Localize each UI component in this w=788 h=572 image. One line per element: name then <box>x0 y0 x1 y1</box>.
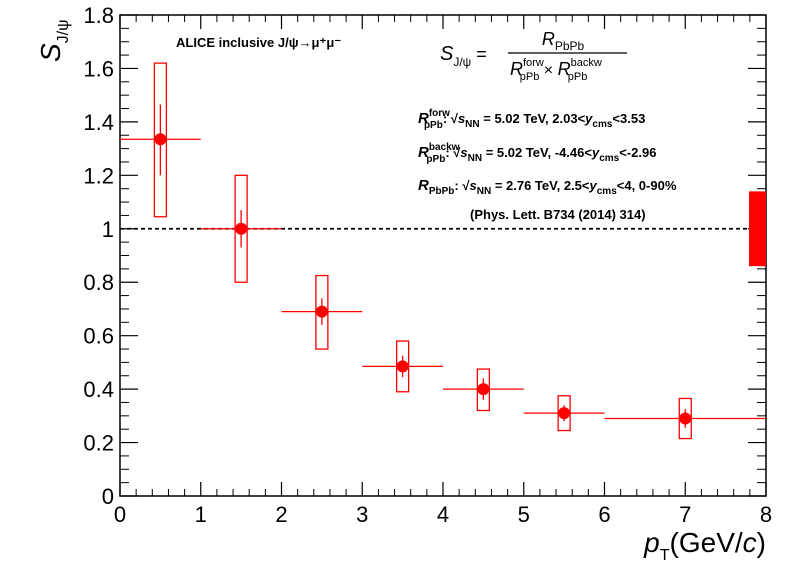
data-point <box>315 305 328 318</box>
y-tick-label: 0.4 <box>83 377 114 402</box>
x-axis-label: pT(GeV/c) <box>643 527 766 564</box>
syst-box <box>476 368 491 412</box>
svg-text:SJ/ψ =: SJ/ψ = <box>440 43 487 69</box>
x-tick-label: 3 <box>356 502 368 527</box>
data-point <box>235 222 248 235</box>
syst-box <box>153 62 168 218</box>
plot-frame <box>119 14 767 497</box>
x-tick-label: 8 <box>760 502 772 527</box>
y-tick-label: 1.8 <box>83 3 114 28</box>
y-tick-label: 1.6 <box>83 56 114 81</box>
data-layer <box>120 62 766 440</box>
data-point <box>558 407 571 420</box>
reference-text: (Phys. Lett. B734 (2014) 314) <box>470 207 646 222</box>
global-uncertainty-box <box>749 191 766 267</box>
y-tick-label: 1 <box>102 217 114 242</box>
y-tick-label: 0 <box>102 484 114 509</box>
x-tick-label: 0 <box>114 502 126 527</box>
data-point <box>679 412 692 425</box>
axes: 0 1 2 3 4 5 6 7 8 0 0.2 0.4 0.6 0.8 1 1.2 1.4 1.6 1.8 <box>83 3 772 527</box>
data-point <box>477 383 490 396</box>
svg-text:RPbPb: RPbPb <box>542 29 585 53</box>
data-point <box>154 133 167 146</box>
syst-box <box>315 274 329 350</box>
y-tick-label: 0.2 <box>83 431 114 456</box>
x-tick-label: 6 <box>598 502 610 527</box>
y-axis-label: SJ/ψ <box>35 19 72 62</box>
ratio-formula: SJ/ψ = RPbPb Rforw pPb × Rbackw pPb <box>440 29 627 83</box>
experiment-title: ALICE inclusive J/ψ→μ⁺μ⁻ <box>176 35 341 50</box>
x-tick-label: 2 <box>275 502 287 527</box>
x-tick-label: 5 <box>518 502 530 527</box>
svg-text:RPbPb: √sNN = 2.76 TeV, 2.5<yc: RPbPb: √sNN = 2.76 TeV, 2.5<ycms<4, 0-90… <box>418 177 677 197</box>
x-tick-label: 1 <box>195 502 207 527</box>
y-tick-label: 0.6 <box>83 324 114 349</box>
y-tick-label: 1.4 <box>83 110 114 135</box>
x-tick-label: 7 <box>679 502 691 527</box>
annotation-lines: Rforw pPb: √sNN = 5.02 TeV, 2.03<ycms<3.5… <box>418 108 677 222</box>
x-tick-label: 4 <box>437 502 449 527</box>
data-point <box>396 360 409 373</box>
y-tick-label: 1.2 <box>83 163 114 188</box>
y-tick-label: 0.8 <box>83 270 114 295</box>
